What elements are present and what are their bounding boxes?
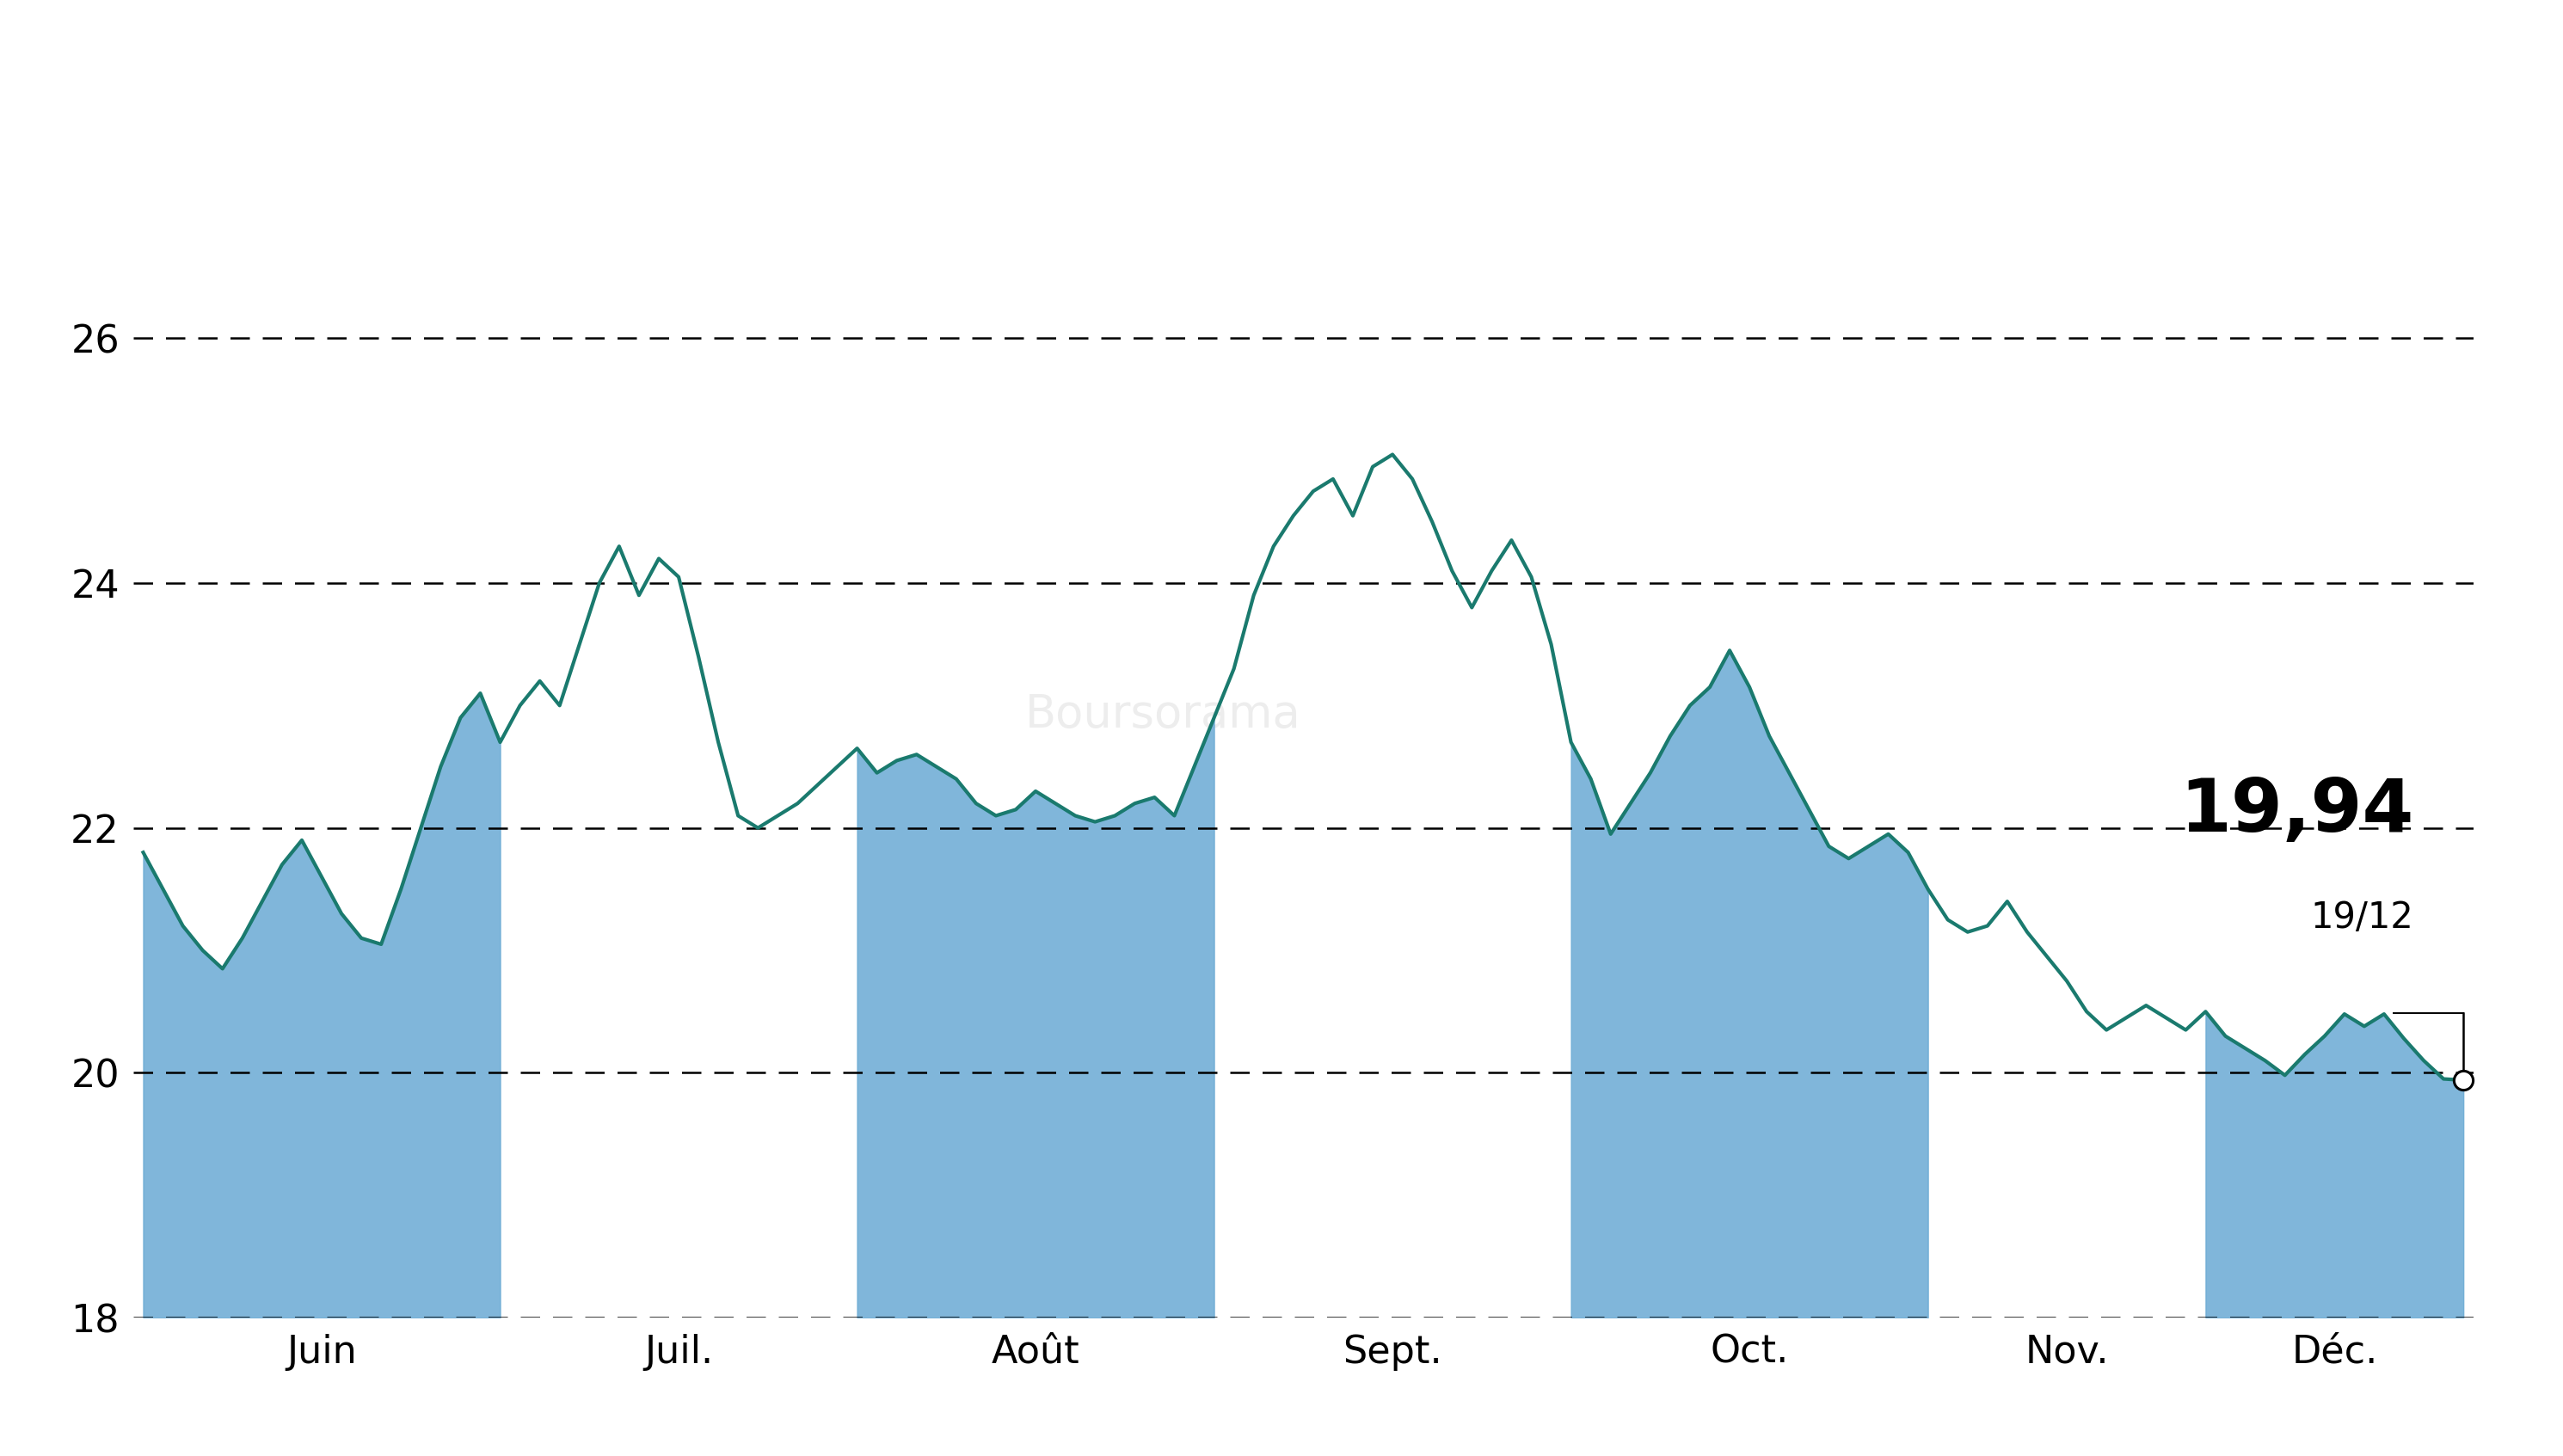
Text: TIKEHAU CAPITAL: TIKEHAU CAPITAL	[751, 32, 1812, 135]
Text: 19,94: 19,94	[2179, 776, 2414, 847]
Text: 19/12: 19/12	[2312, 900, 2414, 936]
Text: Boursorama: Boursorama	[1025, 692, 1302, 737]
